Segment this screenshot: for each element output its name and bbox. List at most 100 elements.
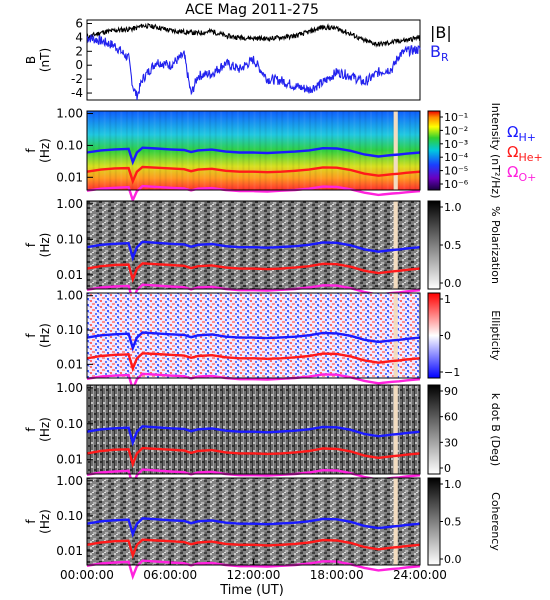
time-tick-label: 18:00:00 [310,568,364,582]
spectrogram-streak [131,111,134,190]
colorbar-tick-label: 0 [444,462,451,475]
colorbar-intensity [427,110,441,191]
gyro-legend: ΩH+ ΩHe+ ΩO+ [507,123,543,184]
omega-he-line [86,262,421,284]
series-line-b-radial [86,34,421,101]
freq-y-tick-label: 0.10 [56,138,83,152]
colorbar-tick-label: 10⁻³ [444,138,468,151]
spectrogram-streak [414,111,417,190]
spectrogram-streak [397,111,400,190]
spectrogram-streak [325,111,328,190]
omega-o-line [86,372,421,393]
freq-ylabel-unit: (Hz) [38,323,52,348]
spectrogram-polarization: 1.00 0.10 0.01 f (Hz) 1.0 0.5 0.0 % Polarization [24,197,502,305]
omega-h-line [86,331,421,352]
legend-omega-o: ΩO+ [507,163,536,184]
spectrogram-ellipticity: 1.00 0.10 0.01 f (Hz) 1 0 −1 Ellipticity [24,289,502,393]
freq-y-tick-label: 0.10 [56,417,83,431]
spectrogram-frame [86,292,421,379]
colorbar-tick-label: 0.5 [444,516,462,529]
spectrogram-streak [153,111,156,190]
spectrogram-kdotb: 1.00 0.10 0.01 f (Hz) 90 60 30 0 k dot B (Deg) [24,381,502,490]
field-y-tick-label: 2 [75,44,83,58]
freq-y-tick-label: 0.01 [56,170,83,184]
spectrogram-streak [320,111,323,190]
time-axis-label: Time (UT) [219,583,284,598]
spectrogram-streak [358,111,361,190]
colorbar-tick-label: 10⁻² [444,124,468,137]
spectrogram-streak [125,111,128,190]
spectrogram-streak [286,111,289,190]
colorbar-label-coherency: Coherency [489,492,502,551]
spectrogram-streak [259,111,262,190]
spectrogram-streak [275,111,278,190]
legend-omega-he: ΩHe+ [507,143,543,164]
freq-ylabel-main: f [24,333,38,338]
colorbar-tick-label: 10⁻¹ [444,111,468,124]
field-y-tick-label: -2 [71,72,83,86]
spectrogram-frame [86,110,421,191]
colorbar-tick-label: 1 [444,293,451,306]
spectrogram-streak [236,111,239,190]
colorbar-tick-label: 1.0 [444,201,462,214]
spectrogram-streak [375,111,378,190]
omega-he-line [86,538,421,560]
omega-he-line [86,165,421,185]
freq-y-tick-label: 1.00 [56,107,83,121]
colorbar-coherency [427,477,441,566]
freq-y-tick-label: 1.00 [56,289,83,303]
colorbar-label-intensity: Intensity (nT²/Hz) [489,103,502,199]
spectrogram-frame [86,384,421,475]
freq-y-tick-label: 0.10 [56,509,83,523]
spectrogram-streak [381,111,384,190]
omega-h-line [86,146,421,166]
omega-he-line [86,352,421,373]
colorbar-tick-label: 90 [444,385,458,398]
field-ylabel-unit: (nT) [38,48,52,72]
colorbar-tick-label: 30 [444,436,458,449]
freq-ylabel-main: f [24,427,38,432]
spectrogram-streak [164,111,167,190]
spectrogram-streak [87,111,89,190]
spectrogram-streak [364,111,367,190]
omega-h-line [86,517,421,539]
spectrogram-streak [270,111,273,190]
spectrogram-streak [353,111,356,190]
spectrogram-frame [86,200,421,290]
freq-ylabel-unit: (Hz) [38,509,52,534]
spectrogram-texture [87,385,420,474]
time-tick-label: 06:00:00 [143,568,197,582]
legend-b-magnitude: |B| [430,23,452,42]
field-y-tick-label: 0 [75,58,83,72]
omega-o-line [86,559,421,581]
spectrogram-streak [247,111,250,190]
colorbar-tick-label: 0.5 [444,239,462,252]
freq-ylabel-unit: (Hz) [38,138,52,163]
freq-y-tick-label: 0.01 [56,544,83,558]
colorbar-tick-label: 0.0 [444,553,462,566]
colorbar-tick-label: −1 [444,366,460,379]
freq-ylabel-unit: (Hz) [38,417,52,442]
spectrogram-streak [281,111,284,190]
freq-y-tick-label: 1.00 [56,197,83,211]
freq-y-tick-label: 1.00 [56,474,83,488]
spectrogram-texture [87,293,420,378]
spectrogram-streak [142,111,145,190]
freq-y-tick-label: 0.01 [56,268,83,282]
spectrogram-streak [148,111,151,190]
spectrogram-streak [331,111,334,190]
colorbar-label-kdotb: k dot B (Deg) [489,393,502,466]
omega-o-line [86,184,421,204]
spectrogram-texture [87,478,420,565]
spectrogram-streak [159,111,162,190]
time-tick-label: 00:00:00 [60,568,114,582]
data-gap [393,201,398,289]
field-y-tick-label: -4 [71,86,83,100]
field-y-tick-label: 6 [75,16,83,30]
spectrogram-streak [336,111,339,190]
colorbar-tick-label: 60 [444,411,458,424]
legend-b-radial: BR [430,42,449,64]
colorbar-tick-label: 1.0 [444,478,462,491]
